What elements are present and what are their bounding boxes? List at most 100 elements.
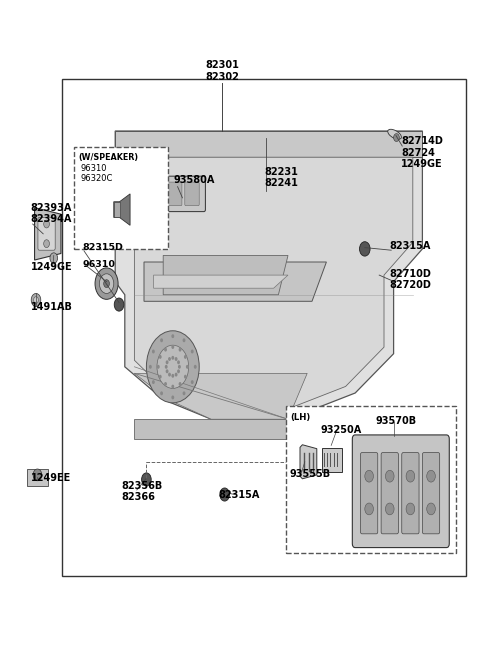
Text: 96320C: 96320C: [80, 174, 112, 183]
Text: 82241: 82241: [264, 178, 298, 189]
Circle shape: [171, 374, 174, 378]
Circle shape: [164, 382, 167, 386]
Text: 82393A: 82393A: [31, 203, 72, 214]
Circle shape: [146, 331, 199, 403]
Polygon shape: [144, 262, 326, 301]
Text: 82720D: 82720D: [390, 280, 432, 290]
Circle shape: [220, 488, 229, 501]
Text: 1249EE: 1249EE: [31, 473, 71, 483]
Text: 93570B: 93570B: [375, 415, 417, 426]
Polygon shape: [35, 208, 61, 260]
Circle shape: [44, 220, 49, 228]
Circle shape: [50, 253, 58, 263]
Circle shape: [186, 365, 189, 369]
Text: 82724: 82724: [401, 147, 435, 158]
Circle shape: [142, 473, 151, 486]
Polygon shape: [134, 419, 394, 439]
FancyBboxPatch shape: [422, 453, 440, 534]
Bar: [27, 469, 48, 486]
Circle shape: [406, 470, 415, 482]
Circle shape: [365, 503, 373, 515]
Polygon shape: [154, 275, 288, 288]
Circle shape: [168, 357, 171, 361]
Text: 96310: 96310: [80, 164, 107, 173]
Circle shape: [114, 298, 124, 311]
Circle shape: [166, 360, 168, 364]
Circle shape: [179, 382, 181, 386]
Circle shape: [171, 384, 174, 388]
Text: (W/SPEAKER): (W/SPEAKER): [78, 153, 138, 162]
FancyBboxPatch shape: [402, 453, 419, 534]
FancyBboxPatch shape: [360, 453, 378, 534]
Circle shape: [385, 503, 394, 515]
Polygon shape: [322, 448, 342, 472]
Text: 82366: 82366: [121, 492, 155, 502]
Circle shape: [168, 373, 171, 377]
Polygon shape: [125, 157, 413, 413]
Circle shape: [99, 274, 114, 293]
Circle shape: [104, 280, 109, 288]
Circle shape: [175, 357, 178, 361]
Bar: [62, 79, 466, 576]
Circle shape: [177, 360, 180, 364]
Text: 82710D: 82710D: [390, 269, 432, 279]
Text: (LH): (LH): [290, 413, 311, 422]
Circle shape: [171, 345, 174, 349]
Text: 96310: 96310: [83, 260, 115, 269]
Text: 1249GE: 1249GE: [31, 262, 72, 272]
Text: 93580A: 93580A: [174, 175, 215, 185]
Text: 82356B: 82356B: [121, 481, 162, 491]
Circle shape: [159, 375, 162, 379]
Circle shape: [191, 380, 193, 384]
Circle shape: [157, 345, 189, 388]
Circle shape: [171, 356, 174, 360]
Circle shape: [179, 348, 181, 352]
Circle shape: [152, 380, 155, 384]
FancyBboxPatch shape: [381, 453, 398, 534]
Circle shape: [184, 355, 187, 359]
Circle shape: [194, 365, 197, 369]
Circle shape: [149, 365, 152, 369]
Text: 82394A: 82394A: [31, 214, 72, 225]
Circle shape: [182, 391, 185, 395]
Text: 82301: 82301: [205, 60, 239, 71]
Polygon shape: [115, 131, 422, 157]
Circle shape: [31, 293, 41, 307]
FancyBboxPatch shape: [164, 176, 205, 212]
Bar: [114, 202, 120, 217]
FancyBboxPatch shape: [185, 182, 199, 206]
FancyBboxPatch shape: [74, 147, 168, 249]
Circle shape: [427, 503, 435, 515]
Circle shape: [394, 134, 399, 141]
FancyBboxPatch shape: [168, 182, 182, 206]
Circle shape: [175, 373, 178, 377]
Text: 82231: 82231: [264, 167, 298, 178]
Circle shape: [95, 268, 118, 299]
Text: 93555B: 93555B: [289, 468, 331, 479]
Circle shape: [164, 348, 167, 352]
Text: 82315A: 82315A: [390, 240, 431, 251]
Text: 1491AB: 1491AB: [31, 301, 72, 312]
Circle shape: [177, 369, 180, 373]
Circle shape: [157, 365, 160, 369]
Circle shape: [182, 339, 185, 343]
FancyBboxPatch shape: [352, 435, 449, 548]
Circle shape: [178, 365, 181, 369]
Circle shape: [166, 369, 168, 373]
Circle shape: [184, 375, 187, 379]
Circle shape: [160, 339, 163, 343]
Polygon shape: [114, 194, 130, 225]
Text: 82315D: 82315D: [83, 243, 123, 252]
Text: 1249GE: 1249GE: [401, 159, 443, 169]
FancyBboxPatch shape: [38, 217, 55, 250]
Circle shape: [152, 350, 155, 354]
Circle shape: [171, 396, 174, 400]
Text: 93250A: 93250A: [321, 425, 362, 436]
Circle shape: [365, 470, 373, 482]
Circle shape: [191, 350, 193, 354]
Circle shape: [33, 469, 42, 481]
Circle shape: [165, 365, 168, 369]
Circle shape: [385, 470, 394, 482]
Circle shape: [360, 242, 370, 256]
Text: 82302: 82302: [205, 72, 239, 83]
